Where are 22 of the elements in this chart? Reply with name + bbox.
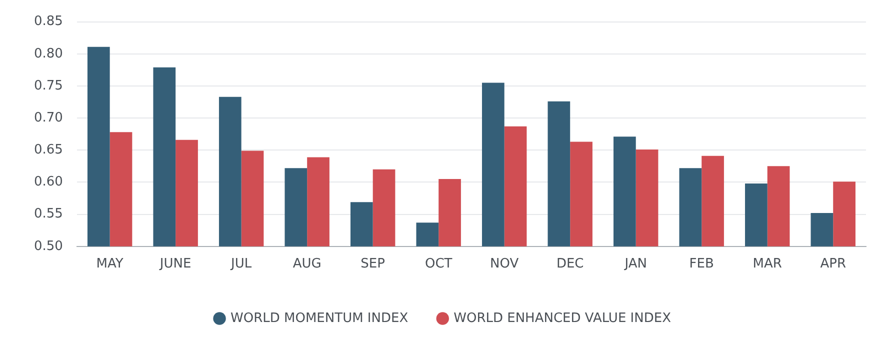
legend-label: WORLD MOMENTUM INDEX [230,310,408,326]
y-tick-label: 0.55 [34,206,63,222]
y-tick-label: 0.80 [34,46,63,62]
x-tick-label: MAR [752,256,782,272]
x-tick-label: APR [820,256,846,272]
x-tick-label: NOV [490,256,519,272]
y-tick-label: 0.70 [34,110,63,126]
y-tick-label: 0.50 [34,238,63,254]
x-tick-label: DEC [556,256,584,272]
y-tick-label: 0.85 [34,14,63,30]
x-tick-label: MAY [96,256,124,272]
x-tick-label: OCT [424,256,452,272]
x-tick-label: AUG [292,256,322,272]
y-tick-label: 0.60 [34,174,63,190]
legend-label: WORLD ENHANCED VALUE INDEX [454,310,672,326]
y-tick-label: 0.75 [34,78,63,94]
x-tick-label: JUNE [158,256,192,272]
x-tick-label: JAN [624,256,647,272]
x-tick-label: SEP [360,256,386,272]
x-tick-label: FEB [689,256,714,272]
y-tick-label: 0.65 [34,142,63,158]
x-tick-label: JUL [230,256,252,272]
